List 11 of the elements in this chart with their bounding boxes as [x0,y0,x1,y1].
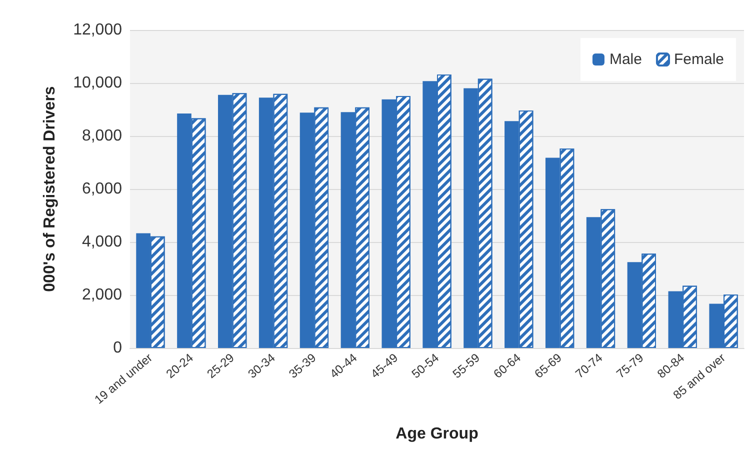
y-tick-label: 12,000 [73,22,122,38]
y-tick-label: 4,000 [82,234,122,250]
y-tick-label: 6,000 [82,180,122,198]
legend-label: Female [674,51,724,68]
legend-label: Male [609,51,642,68]
y-tick-label: 10,000 [73,74,122,92]
y-tick-label: 0 [113,340,122,356]
y-tick-label: 8,000 [82,128,122,144]
y-axis-title: 000's of Registered Drivers [42,86,58,292]
x-axis-title: Age Group [396,426,479,442]
y-tick-label: 2,000 [82,286,122,304]
